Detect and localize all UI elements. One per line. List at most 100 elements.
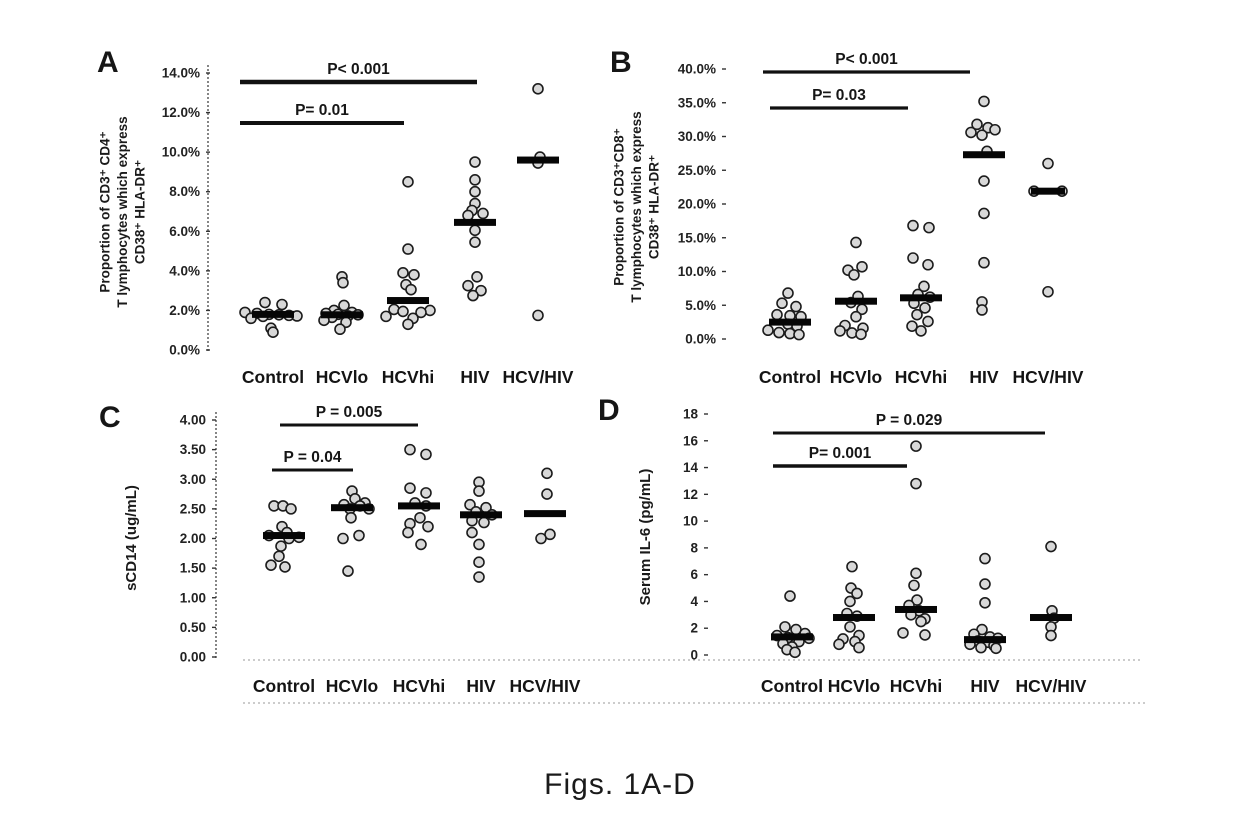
median-bar	[900, 294, 942, 302]
p-value-label: P= 0.03	[812, 87, 866, 104]
group-label: Control	[242, 367, 304, 387]
median-bar	[833, 614, 875, 622]
data-point	[793, 328, 805, 341]
data-point	[918, 280, 930, 293]
panel-letter-B: B	[610, 46, 632, 79]
group-label: HIV	[970, 676, 1000, 696]
data-point	[265, 559, 277, 571]
data-point	[979, 552, 991, 565]
data-point	[971, 118, 983, 131]
data-point	[532, 83, 544, 95]
data-point	[259, 296, 271, 309]
y-tick-label: 1.00	[180, 590, 206, 605]
data-point	[469, 236, 481, 248]
data-point	[910, 477, 922, 490]
data-point	[337, 532, 349, 545]
y-tick-label: 10.0%	[162, 145, 200, 160]
y-tick-label: 30.0%	[678, 129, 716, 144]
data-point	[922, 315, 934, 328]
median-bar	[460, 511, 502, 519]
data-point	[267, 326, 279, 338]
group-label: HCV/HIV	[510, 676, 581, 696]
group-label: HCV/HIV	[503, 367, 574, 387]
group-label: HCVhi	[890, 676, 943, 696]
data-point	[337, 276, 349, 289]
p-value-label: P= 0.01	[295, 102, 349, 119]
median-bar	[769, 318, 811, 326]
data-point	[408, 269, 420, 281]
data-point	[1045, 540, 1057, 553]
data-point	[856, 260, 868, 273]
group-label: HCVlo	[326, 676, 379, 696]
data-point	[762, 324, 774, 337]
data-point	[989, 123, 1001, 136]
data-point	[976, 304, 988, 316]
y-tick-label: 10.0%	[678, 264, 716, 279]
data-point	[848, 269, 860, 281]
y-tick-label: 0	[690, 648, 698, 663]
group-label: HIV	[460, 367, 490, 387]
data-point	[469, 174, 481, 186]
data-point	[978, 175, 990, 187]
y-tick-label: 16	[683, 433, 699, 448]
data-point	[404, 443, 416, 456]
median-bar	[263, 532, 305, 540]
data-point	[907, 252, 919, 264]
data-point	[420, 448, 432, 461]
p-value-label: P = 0.04	[284, 449, 342, 466]
y-tick-label: 6.0%	[169, 224, 200, 239]
data-point	[541, 467, 553, 480]
y-tick-label: 5.0%	[685, 298, 716, 313]
group-label: HIV	[969, 367, 999, 387]
data-point	[402, 243, 414, 255]
y-tick-label: 14	[683, 460, 699, 475]
data-point	[1042, 157, 1054, 170]
figure-panels-svg: A Proportion of CD3⁺ CD4⁺ T lymphocytes wh…	[97, 46, 1148, 704]
data-point	[469, 224, 481, 237]
data-point	[910, 567, 922, 580]
median-bar	[454, 218, 496, 226]
data-point	[790, 300, 802, 313]
data-point	[338, 299, 350, 312]
data-point	[915, 615, 927, 628]
data-point	[907, 219, 919, 232]
median-bar	[331, 504, 373, 512]
data-point	[978, 207, 990, 220]
data-point	[273, 550, 285, 563]
data-point	[910, 440, 922, 452]
data-point	[473, 538, 485, 551]
data-point	[405, 283, 417, 296]
data-point	[771, 308, 783, 321]
panel-letter-D: D	[598, 394, 620, 427]
data-point	[975, 641, 987, 654]
data-point	[965, 126, 977, 139]
group-label: Control	[761, 676, 823, 696]
y-tick-label: 1.50	[180, 561, 206, 576]
data-point	[776, 297, 788, 310]
data-point	[846, 560, 858, 573]
median-bar	[252, 310, 294, 318]
median-bar	[1031, 187, 1065, 195]
data-point	[334, 323, 346, 336]
group-label: HCV/HIV	[1013, 367, 1084, 387]
data-point	[844, 621, 856, 633]
data-point	[850, 310, 862, 323]
y-tick-label: 2	[690, 621, 698, 636]
data-point	[855, 328, 867, 341]
median-bar	[895, 605, 937, 613]
data-point	[473, 571, 485, 583]
data-point	[462, 279, 474, 292]
data-point	[1042, 285, 1054, 298]
median-bar	[321, 311, 363, 319]
data-point	[789, 646, 801, 659]
data-point	[919, 629, 931, 641]
data-point	[911, 594, 923, 606]
y-axis-label-A: Proportion of CD3⁺ CD4⁺ T lymphocytes whi…	[98, 116, 148, 307]
data-point	[473, 556, 485, 569]
data-point	[342, 565, 354, 577]
y-tick-label: 40.0%	[678, 62, 716, 77]
y-tick-label: 0.00	[180, 650, 206, 665]
data-point	[990, 642, 1002, 655]
